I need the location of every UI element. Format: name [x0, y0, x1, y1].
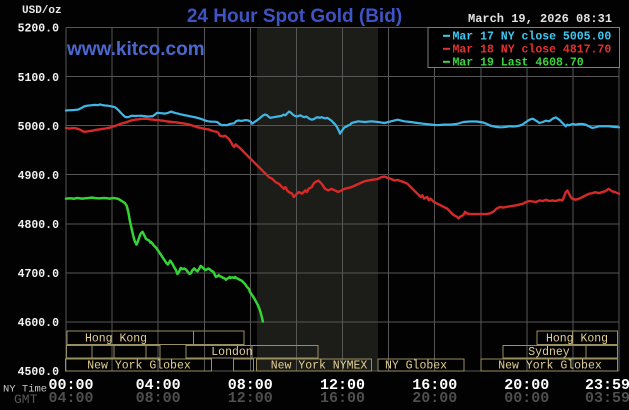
svg-text:Mar 18 NY close 4817.70: Mar 18 NY close 4817.70 [453, 44, 612, 57]
svg-text:March 19, 2026 08:31: March 19, 2026 08:31 [468, 12, 612, 26]
svg-text:New York Globex: New York Globex [498, 360, 602, 373]
svg-text:Sydney: Sydney [528, 346, 570, 359]
svg-text:08:00: 08:00 [136, 390, 181, 407]
svg-text:4700.0: 4700.0 [18, 268, 60, 281]
svg-text:Mar 19 Last 4608.70: Mar 19 Last 4608.70 [453, 57, 584, 70]
svg-text:24 Hour Spot Gold (Bid): 24 Hour Spot Gold (Bid) [187, 6, 402, 27]
svg-text:20:00: 20:00 [412, 390, 457, 407]
svg-text:03:59: 03:59 [585, 390, 629, 407]
svg-text:00:00: 00:00 [48, 377, 93, 394]
svg-text:08:00: 08:00 [228, 377, 273, 394]
svg-text:04:00: 04:00 [136, 377, 181, 394]
svg-text:New York Globex: New York Globex [87, 360, 191, 373]
svg-text:00:00: 00:00 [504, 390, 549, 407]
svg-text:NY Globex: NY Globex [385, 360, 447, 373]
svg-text:5200.0: 5200.0 [18, 23, 60, 36]
svg-text:23:59: 23:59 [585, 377, 629, 394]
svg-text:GMT: GMT [14, 392, 38, 407]
svg-text:12:00: 12:00 [320, 377, 365, 394]
svg-text:USD/oz: USD/oz [22, 5, 62, 17]
svg-text:New York NYMEX: New York NYMEX [271, 360, 368, 373]
svg-text:London: London [211, 346, 252, 359]
svg-text:www.kitco.com: www.kitco.com [66, 39, 205, 60]
svg-text:4500.0: 4500.0 [18, 366, 60, 379]
svg-text:16:00: 16:00 [320, 390, 365, 407]
svg-text:Mar 17 NY close 5005.00: Mar 17 NY close 5005.00 [453, 31, 612, 44]
svg-text:4900.0: 4900.0 [18, 170, 60, 183]
svg-text:04:00: 04:00 [48, 390, 93, 407]
svg-text:12:00: 12:00 [228, 390, 273, 407]
svg-text:16:00: 16:00 [412, 377, 457, 394]
svg-text:5100.0: 5100.0 [18, 72, 60, 85]
svg-text:5000.0: 5000.0 [18, 121, 60, 134]
svg-text:Hong Kong: Hong Kong [85, 333, 147, 346]
svg-text:4600.0: 4600.0 [18, 317, 60, 330]
svg-text:4800.0: 4800.0 [18, 219, 60, 232]
svg-text:Hong Kong: Hong Kong [546, 333, 608, 346]
svg-text:20:00: 20:00 [504, 377, 549, 394]
svg-text:NY Time: NY Time [3, 384, 47, 396]
